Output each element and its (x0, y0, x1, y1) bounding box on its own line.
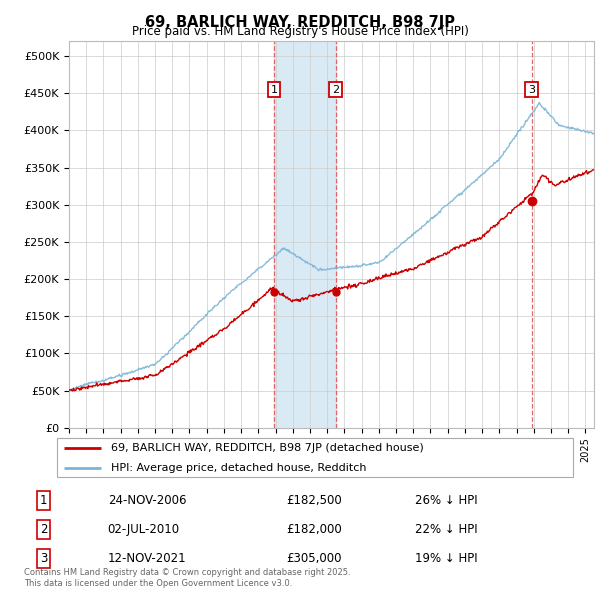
Bar (274, 41, 336, 428)
Text: 1: 1 (40, 494, 47, 507)
FancyBboxPatch shape (56, 438, 574, 477)
Text: £182,000: £182,000 (286, 523, 342, 536)
Text: 26% ↓ HPI: 26% ↓ HPI (415, 494, 477, 507)
Text: 1: 1 (271, 84, 277, 94)
Text: 3: 3 (40, 552, 47, 565)
Text: 02-JUL-2010: 02-JUL-2010 (108, 523, 180, 536)
Text: £305,000: £305,000 (286, 552, 342, 565)
Text: £182,500: £182,500 (286, 494, 342, 507)
Text: 69, BARLICH WAY, REDDITCH, B98 7JP: 69, BARLICH WAY, REDDITCH, B98 7JP (145, 15, 455, 30)
Text: HPI: Average price, detached house, Redditch: HPI: Average price, detached house, Redd… (112, 464, 367, 473)
Text: 3: 3 (528, 84, 535, 94)
Text: 12-NOV-2021: 12-NOV-2021 (108, 552, 187, 565)
Text: 19% ↓ HPI: 19% ↓ HPI (415, 552, 477, 565)
Text: Contains HM Land Registry data © Crown copyright and database right 2025.
This d: Contains HM Land Registry data © Crown c… (24, 568, 350, 588)
Text: 2: 2 (332, 84, 340, 94)
Text: Price paid vs. HM Land Registry's House Price Index (HPI): Price paid vs. HM Land Registry's House … (131, 25, 469, 38)
Text: 69, BARLICH WAY, REDDITCH, B98 7JP (detached house): 69, BARLICH WAY, REDDITCH, B98 7JP (deta… (112, 444, 424, 454)
Text: 2: 2 (40, 523, 47, 536)
Text: 22% ↓ HPI: 22% ↓ HPI (415, 523, 477, 536)
Text: 24-NOV-2006: 24-NOV-2006 (108, 494, 186, 507)
